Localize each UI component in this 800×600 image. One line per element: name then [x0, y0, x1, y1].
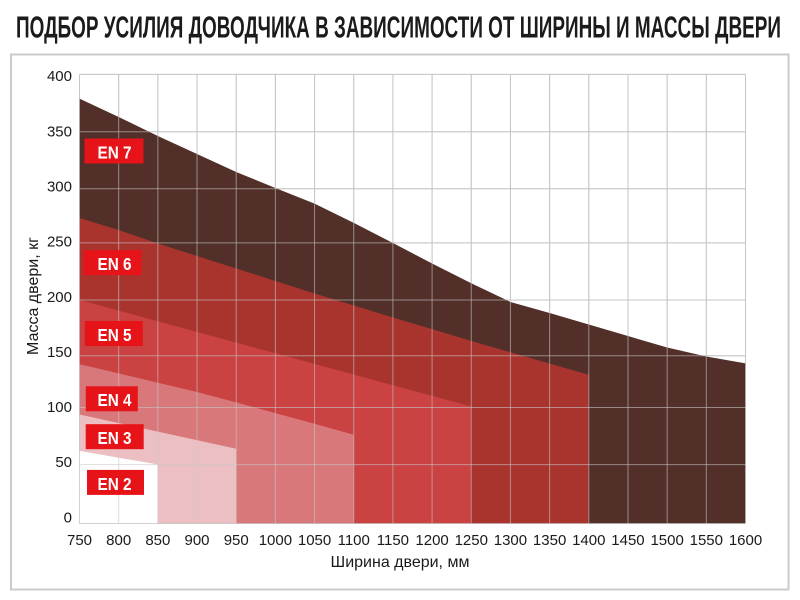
svg-text:1000: 1000	[259, 532, 292, 549]
svg-text:1150: 1150	[377, 532, 409, 549]
svg-text:200: 200	[47, 289, 72, 306]
svg-text:950: 950	[224, 532, 249, 549]
svg-text:850: 850	[145, 532, 170, 549]
svg-text:1600: 1600	[729, 532, 762, 549]
svg-text:250: 250	[47, 234, 72, 251]
svg-text:300: 300	[47, 179, 72, 196]
svg-text:1050: 1050	[298, 532, 331, 549]
svg-text:1400: 1400	[572, 532, 605, 549]
svg-text:EN 6: EN 6	[98, 254, 132, 274]
svg-text:350: 350	[47, 123, 72, 140]
svg-text:EN 4: EN 4	[98, 390, 132, 410]
svg-text:1300: 1300	[494, 532, 527, 549]
svg-text:Масса двери, кг: Масса двери, кг	[25, 237, 42, 355]
svg-text:1500: 1500	[650, 532, 683, 549]
svg-text:800: 800	[106, 532, 131, 549]
svg-text:0: 0	[64, 509, 72, 526]
svg-text:1250: 1250	[455, 532, 488, 549]
svg-text:900: 900	[185, 532, 210, 549]
svg-text:1200: 1200	[415, 532, 448, 549]
svg-text:EN 3: EN 3	[98, 428, 132, 448]
svg-text:150: 150	[47, 344, 72, 361]
svg-text:ПОДБОР УСИЛИЯ ДОВОДЧИКА В ЗАВИ: ПОДБОР УСИЛИЯ ДОВОДЧИКА В ЗАВИСИМОСТИ ОТ…	[16, 10, 781, 45]
svg-text:750: 750	[67, 532, 92, 549]
svg-text:EN 5: EN 5	[98, 325, 132, 345]
svg-text:EN 2: EN 2	[98, 474, 132, 494]
svg-text:100: 100	[47, 399, 72, 416]
svg-text:1350: 1350	[533, 532, 566, 549]
svg-text:400: 400	[47, 68, 72, 85]
svg-text:1450: 1450	[611, 532, 644, 549]
svg-text:1550: 1550	[690, 532, 723, 549]
svg-text:Ширина двери, мм: Ширина двери, мм	[331, 554, 470, 571]
svg-text:50: 50	[55, 454, 72, 471]
svg-text:EN 7: EN 7	[98, 142, 132, 162]
svg-text:1100: 1100	[338, 532, 370, 549]
